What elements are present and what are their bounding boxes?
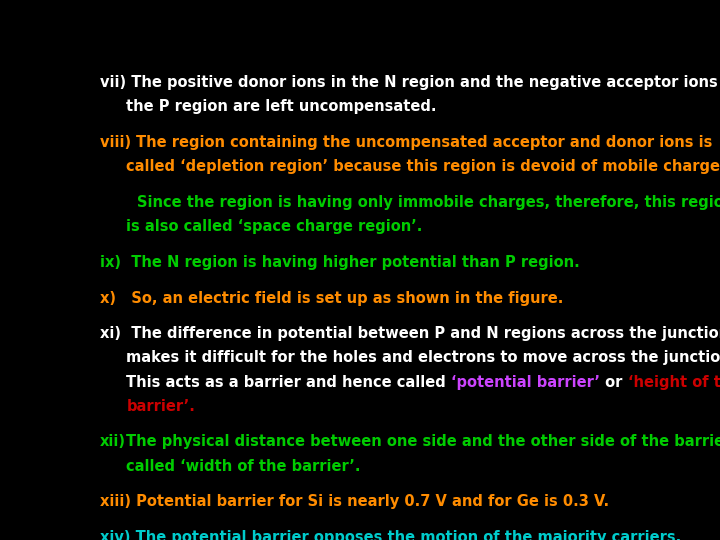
Text: x)   So, an electric field is set up as shown in the figure.: x) So, an electric field is set up as sh… (100, 291, 564, 306)
Text: ‘potential barrier’: ‘potential barrier’ (451, 375, 600, 389)
Text: or: or (600, 375, 628, 389)
Text: the P region are left uncompensated.: the P region are left uncompensated. (126, 99, 437, 114)
Text: xii): xii) (100, 435, 126, 449)
Text: ix)  The N region is having higher potential than P region.: ix) The N region is having higher potent… (100, 255, 580, 270)
Text: This acts as a barrier and hence called: This acts as a barrier and hence called (126, 375, 451, 389)
Text: ‘height of the: ‘height of the (628, 375, 720, 389)
Text: barrier’.: barrier’. (126, 399, 195, 414)
Text: xiv) The potential barrier opposes the motion of the majority carriers.: xiv) The potential barrier opposes the m… (100, 530, 681, 540)
Text: called ‘width of the barrier’.: called ‘width of the barrier’. (126, 458, 361, 474)
Text: makes it difficult for the holes and electrons to move across the junction.: makes it difficult for the holes and ele… (126, 350, 720, 366)
Text: is also called ‘space charge region’.: is also called ‘space charge region’. (126, 219, 423, 234)
Text: The physical distance between one side and the other side of the barrier is: The physical distance between one side a… (126, 435, 720, 449)
Text: called ‘depletion region’ because this region is devoid of mobile charges.: called ‘depletion region’ because this r… (126, 159, 720, 174)
Text: Since the region is having only immobile charges, therefore, this region: Since the region is having only immobile… (138, 195, 720, 210)
Text: vii) The positive donor ions in the N region and the negative acceptor ions in: vii) The positive donor ions in the N re… (100, 75, 720, 90)
Text: xiii) Potential barrier for Si is nearly 0.7 V and for Ge is 0.3 V.: xiii) Potential barrier for Si is nearly… (100, 494, 609, 509)
Text: viii): viii) (100, 135, 136, 150)
Text: xi)  The difference in potential between P and N regions across the junction: xi) The difference in potential between … (100, 326, 720, 341)
Text: The region containing the uncompensated acceptor and donor ions is: The region containing the uncompensated … (136, 135, 713, 150)
